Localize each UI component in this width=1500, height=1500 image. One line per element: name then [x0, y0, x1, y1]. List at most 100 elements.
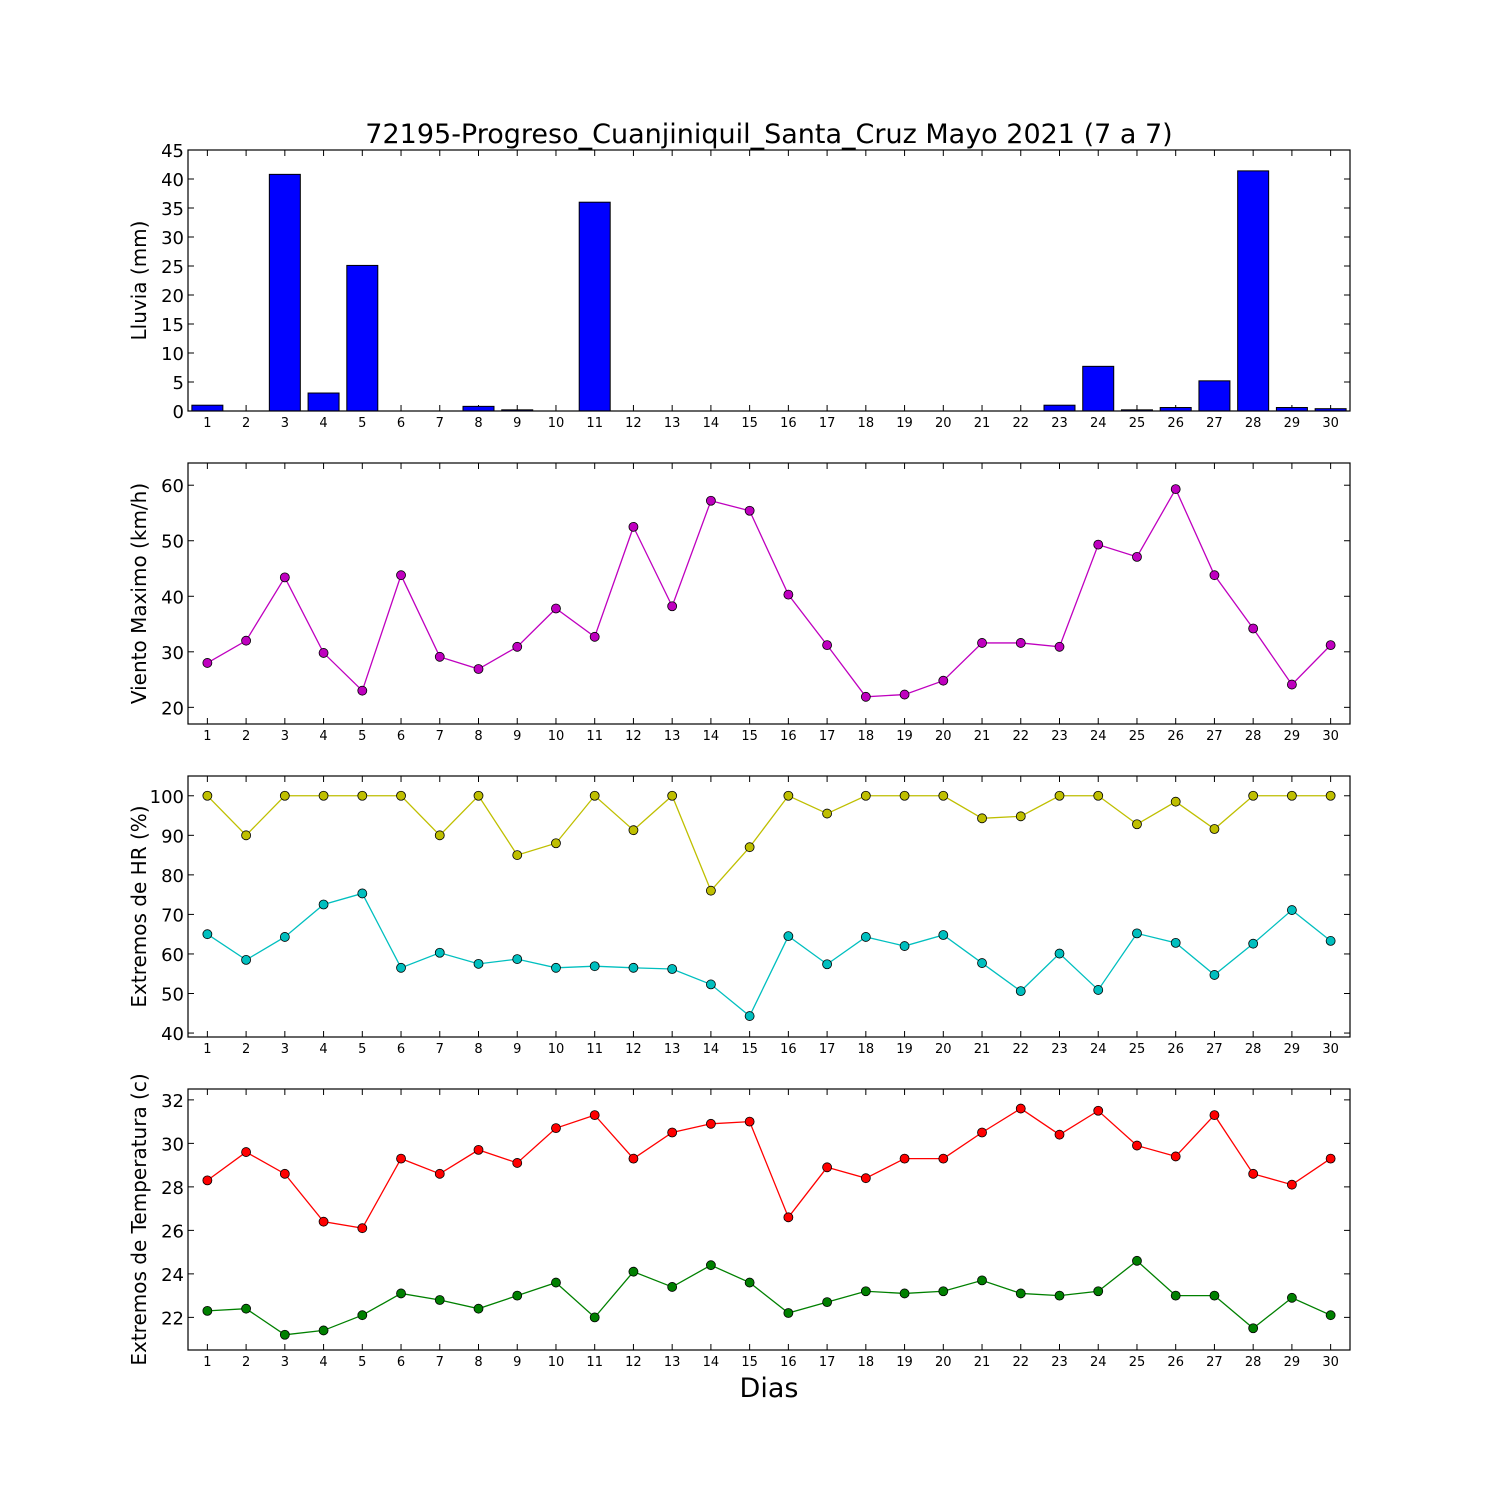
x-tick-label: 11 [586, 729, 603, 744]
x-tick-label: 26 [1167, 416, 1184, 431]
y-tick-label: 32 [161, 1091, 184, 1112]
data-point [473, 958, 484, 969]
x-tick-label: 4 [319, 416, 327, 431]
x-tick-label: 21 [974, 1355, 991, 1370]
data-point [1015, 638, 1026, 648]
x-tick-label: 2 [242, 416, 250, 431]
y-tick-label: 20 [161, 286, 184, 307]
data-point [1287, 1179, 1297, 1190]
x-tick-label: 24 [1090, 416, 1107, 431]
x-tick-label: 12 [625, 729, 642, 744]
x-tick-label: 8 [474, 729, 482, 744]
data-point [1170, 937, 1181, 948]
data-point [938, 675, 949, 686]
x-tick-label: 16 [780, 416, 797, 431]
series-line [207, 892, 1332, 1018]
x-axis-label: Dias [740, 1373, 799, 1404]
x-tick-label: 24 [1090, 729, 1107, 744]
x-tick-label: 28 [1245, 416, 1262, 431]
axes-frame [187, 149, 1351, 412]
x-tick-label: 28 [1245, 1355, 1262, 1370]
y-tick-label: 100 [150, 787, 184, 808]
x-tick-label: 6 [397, 1355, 405, 1370]
data-point [357, 685, 368, 696]
data-point [357, 790, 368, 801]
data-point [628, 1153, 639, 1164]
x-tick-label: 7 [436, 1042, 444, 1057]
data-point [1093, 1286, 1104, 1297]
y-tick-label: 70 [161, 905, 184, 926]
data-point [279, 790, 290, 801]
x-tick-label: 2 [242, 1355, 250, 1370]
y-axis-label: Viento Maximo (km/h) [127, 483, 151, 704]
data-point [706, 979, 716, 990]
data-point [822, 640, 832, 651]
data-point [744, 842, 755, 853]
x-tick-label: 26 [1167, 729, 1184, 744]
x-tick-label: 25 [1129, 1355, 1146, 1370]
data-point [628, 825, 639, 836]
x-tick-label: 7 [436, 1355, 444, 1370]
data-point [551, 603, 561, 614]
rain-bar [1237, 170, 1270, 412]
x-tick-label: 26 [1167, 1355, 1184, 1370]
x-tick-label: 11 [586, 1355, 603, 1370]
x-tick-label: 13 [664, 729, 681, 744]
data-point [706, 1260, 716, 1271]
y-tick-label: 50 [161, 532, 184, 553]
data-point [318, 1216, 329, 1227]
data-point [783, 931, 794, 942]
data-point [860, 1173, 871, 1184]
y-tick-label: 10 [161, 344, 184, 365]
x-tick-label: 9 [513, 416, 521, 431]
x-tick-label: 16 [780, 729, 797, 744]
y-tick-label: 26 [161, 1221, 184, 1242]
data-point [938, 790, 949, 801]
x-tick-label: 1 [203, 416, 211, 431]
y-tick-label: 90 [161, 826, 184, 847]
x-tick-label: 15 [741, 729, 758, 744]
x-tick-label: 9 [513, 1042, 521, 1057]
x-tick-label: 1 [203, 1355, 211, 1370]
data-point [899, 1153, 910, 1164]
y-tick-label: 40 [161, 587, 184, 608]
x-tick-label: 14 [703, 1042, 720, 1057]
data-point [744, 1011, 755, 1021]
x-tick-label: 27 [1206, 1042, 1223, 1057]
data-point [1209, 1290, 1220, 1301]
data-point [551, 962, 561, 973]
data-point [938, 1286, 949, 1297]
data-point [783, 1212, 794, 1223]
x-tick-label: 29 [1284, 1355, 1301, 1370]
data-point [396, 570, 406, 581]
x-tick-label: 19 [896, 729, 913, 744]
data-point [1015, 1288, 1026, 1299]
data-point [1248, 938, 1259, 949]
data-point [318, 790, 329, 801]
data-point [551, 838, 561, 849]
y-tick-label: 30 [161, 1134, 184, 1155]
x-tick-label: 6 [397, 416, 405, 431]
data-point [744, 1277, 755, 1288]
rain-bar [1082, 365, 1115, 412]
axes-frame [187, 1088, 1351, 1351]
data-point [512, 1290, 523, 1301]
data-point [396, 962, 406, 973]
y-tick-label: 40 [161, 170, 184, 191]
data-point [279, 1168, 290, 1179]
y-tick-label: 5 [173, 373, 184, 394]
data-point [512, 954, 523, 964]
data-point [667, 1282, 678, 1292]
x-tick-label: 1 [203, 729, 211, 744]
x-tick-label: 22 [1012, 729, 1029, 744]
data-point [938, 930, 949, 940]
rain-bar [191, 404, 224, 412]
data-point [1170, 484, 1181, 495]
data-point [396, 790, 406, 801]
data-point [1325, 640, 1336, 651]
data-point [473, 790, 484, 801]
series-line [206, 794, 1331, 892]
y-tick-label: 35 [161, 199, 184, 220]
data-point [1093, 790, 1104, 801]
